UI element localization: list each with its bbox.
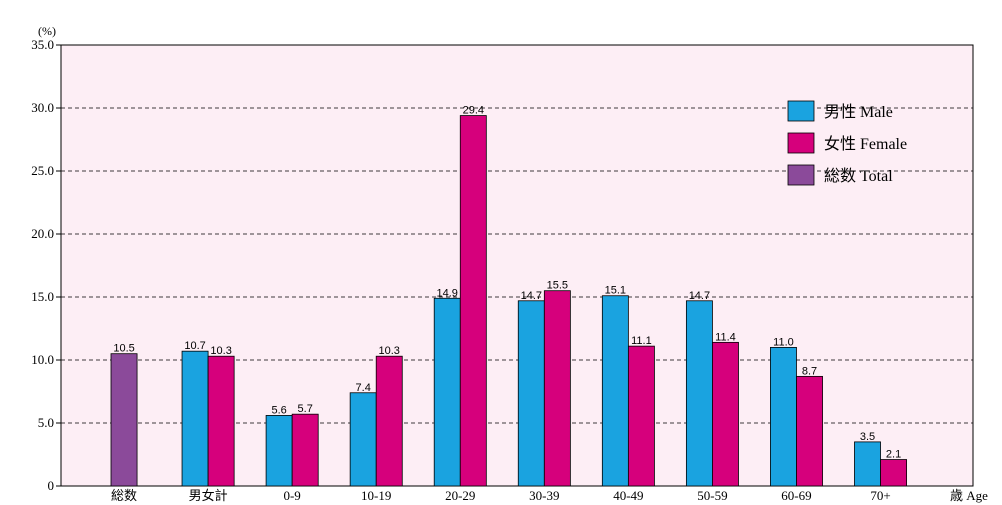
x-unit-label: 歳 Age xyxy=(950,488,988,503)
bar xyxy=(770,346,797,487)
bar-value-label: 3.5 xyxy=(860,431,875,443)
bar-value-label: 2.1 xyxy=(886,449,901,461)
bar xyxy=(375,355,403,487)
x-tick-label: 40-49 xyxy=(613,488,643,503)
data-labels: 10.5 10.7 10.3 5.6 5.7 7.4 10.3 14.9 29.4 14.7 15.… xyxy=(113,105,901,461)
x-tick-label: 60-69 xyxy=(781,488,811,503)
y-tick-label: 0 xyxy=(48,478,55,493)
y-tick-label: 25.0 xyxy=(31,163,54,178)
bar-value-label: 14.9 xyxy=(437,287,458,299)
bars xyxy=(110,115,907,487)
bar-value-label: 10.3 xyxy=(210,345,231,357)
bar xyxy=(796,375,823,487)
bar-value-label: 10.5 xyxy=(113,343,134,355)
y-axis: 0 5.0 10.0 15.0 20.0 25.0 30.0 35.0 xyxy=(31,37,61,493)
y-tick-label: 20.0 xyxy=(31,226,54,241)
bar-value-label: 11.4 xyxy=(715,331,736,343)
bar-value-label: 10.7 xyxy=(184,340,205,352)
bar xyxy=(459,115,487,487)
bar xyxy=(110,353,138,487)
bar xyxy=(854,441,881,487)
bar-value-label: 15.1 xyxy=(605,285,626,297)
y-unit-label: (%) xyxy=(38,24,56,38)
x-tick-label: 70+ xyxy=(870,488,890,503)
bar xyxy=(349,392,377,487)
bar xyxy=(685,300,713,487)
bar-value-label: 5.7 xyxy=(298,403,313,415)
bar xyxy=(433,297,461,487)
bar-value-label: 10.3 xyxy=(379,345,400,357)
x-tick-label: 50-59 xyxy=(697,488,727,503)
legend-label: 女性 Female xyxy=(824,134,907,153)
x-tick-label: 30-39 xyxy=(529,488,559,503)
y-tick-label: 10.0 xyxy=(31,352,54,367)
legend-label: 男性 Male xyxy=(824,103,893,121)
x-tick-label: 20-29 xyxy=(445,488,475,503)
legend: 男性 Male 女性 Female 総数 Total xyxy=(787,100,907,186)
bar xyxy=(543,290,571,487)
x-tick-label: 男女計 xyxy=(189,488,228,503)
bar-value-label: 11.1 xyxy=(631,335,652,347)
bar-value-label: 7.4 xyxy=(356,382,371,394)
bar xyxy=(207,355,235,487)
x-tick-label: 0-9 xyxy=(283,488,300,503)
bar-value-label: 29.4 xyxy=(463,105,484,117)
bar-value-label: 14.7 xyxy=(521,290,542,302)
bar xyxy=(265,415,293,487)
bar-value-label: 14.7 xyxy=(689,290,710,302)
legend-swatch xyxy=(787,100,815,122)
legend-swatch xyxy=(787,164,815,186)
bar-value-label: 15.5 xyxy=(547,280,568,292)
x-tick-label: 総数 xyxy=(111,488,137,503)
bar xyxy=(601,295,629,487)
x-tick-label: 10-19 xyxy=(361,488,391,503)
y-tick-label: 15.0 xyxy=(31,289,54,304)
legend-label: 総数 Total xyxy=(824,167,893,185)
bar xyxy=(627,345,655,487)
x-axis: 総数 男女計 0-9 10-19 20-29 30-39 40-49 50-59 60-69 70… xyxy=(111,488,891,503)
bar-value-label: 11.0 xyxy=(773,336,794,348)
legend-swatch xyxy=(787,132,815,154)
bar xyxy=(880,459,907,487)
bar-value-label: 5.6 xyxy=(271,404,286,416)
bar xyxy=(291,413,319,487)
bar xyxy=(712,341,739,487)
bar-value-label: 8.7 xyxy=(802,365,817,377)
bar xyxy=(517,300,545,487)
y-tick-label: 30.0 xyxy=(31,100,54,115)
y-tick-label: 5.0 xyxy=(38,415,54,430)
y-tick-label: 35.0 xyxy=(31,37,54,52)
bar xyxy=(181,350,209,487)
